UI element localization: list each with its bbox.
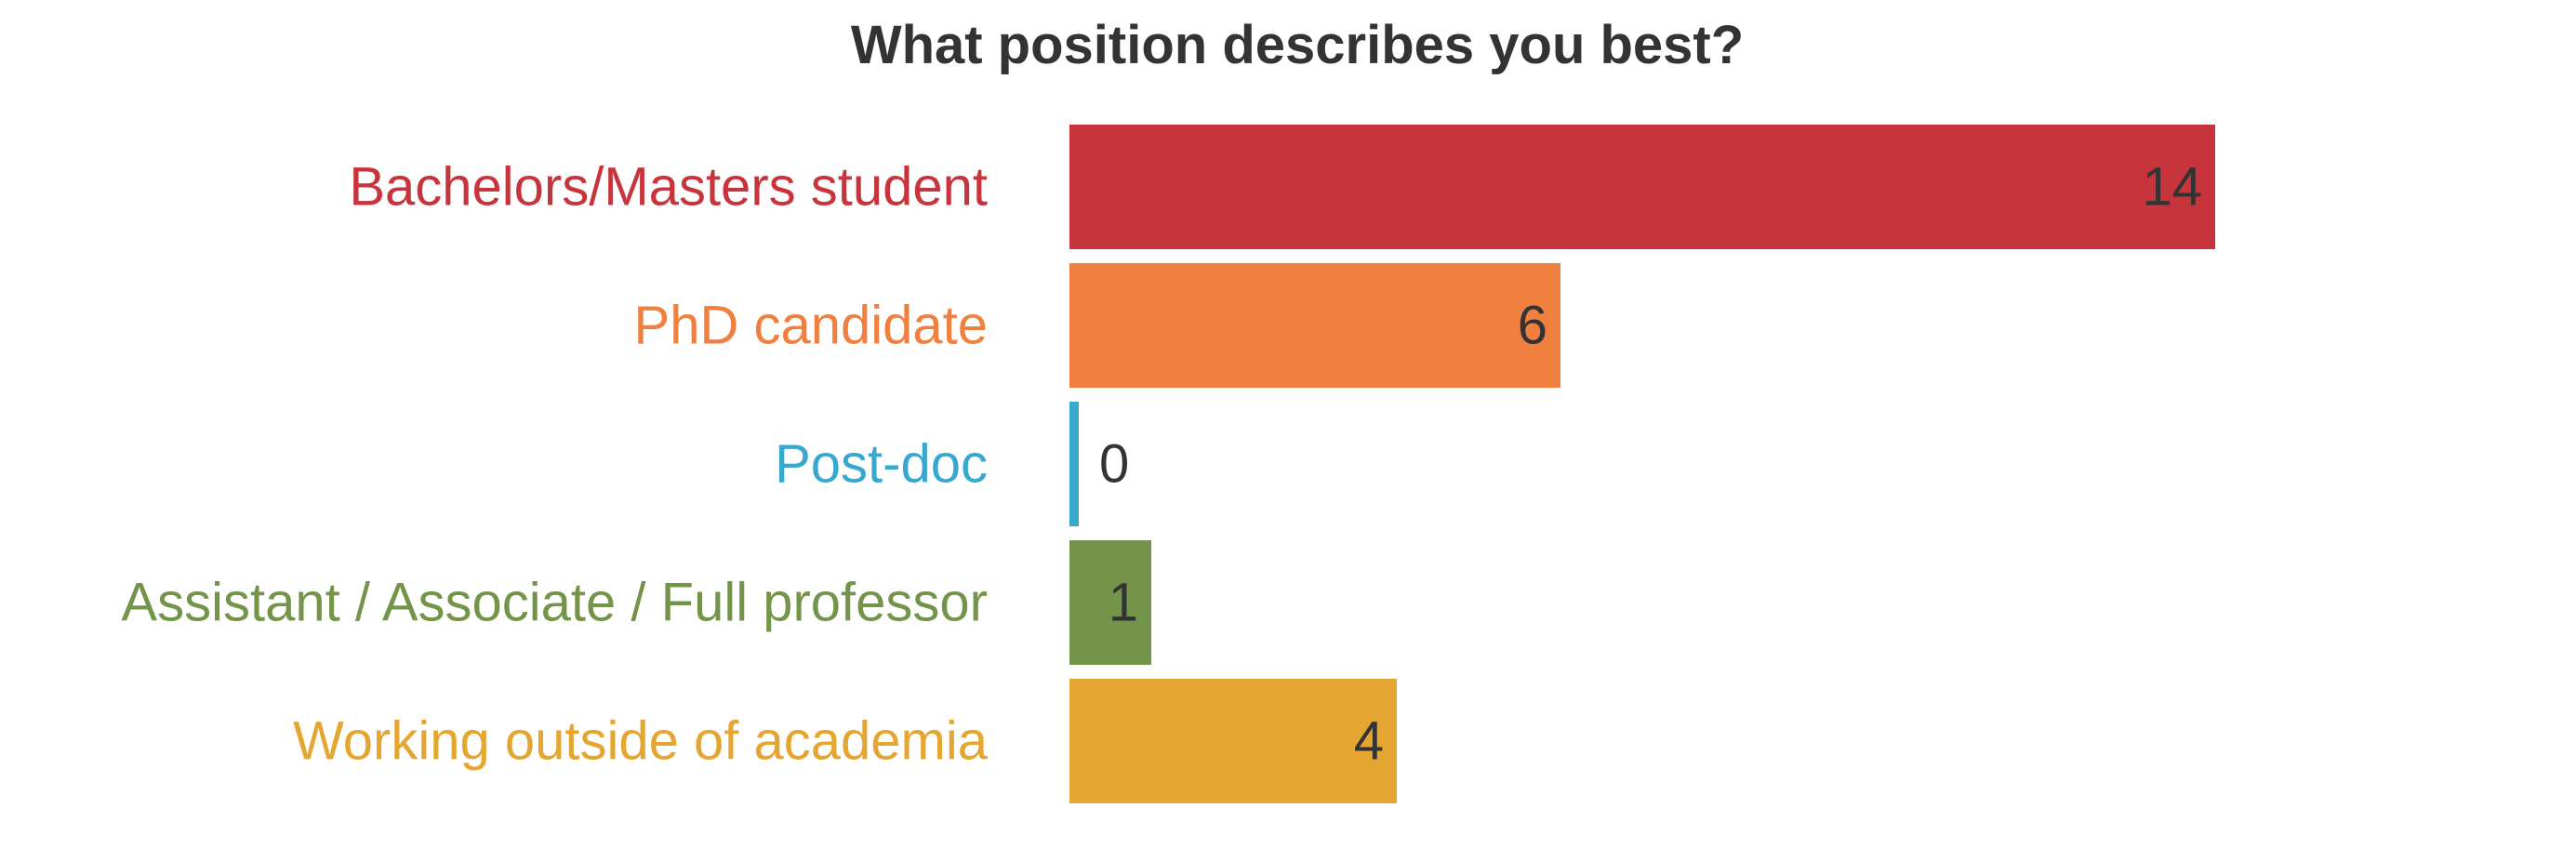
value-label-0: 14 — [2142, 157, 2202, 218]
bar-2 — [1069, 402, 1079, 526]
category-label-1: PhD candidate — [634, 296, 988, 356]
value-label-3: 1 — [1109, 573, 1138, 633]
category-label-0: Bachelors/Masters student — [349, 157, 988, 218]
value-label-4: 4 — [1354, 711, 1384, 772]
bar-0 — [1069, 125, 2215, 249]
bar-1 — [1069, 263, 1560, 388]
value-label-1: 6 — [1518, 296, 1547, 356]
bar-4 — [1069, 679, 1397, 803]
category-label-4: Working outside of academia — [293, 711, 989, 772]
category-label-3: Assistant / Associate / Full professor — [121, 573, 988, 633]
category-label-2: Post-doc — [775, 434, 988, 495]
value-label-2: 0 — [1099, 434, 1129, 495]
bar-3 — [1069, 540, 1151, 665]
chart-title: What position describes you best? — [851, 15, 1744, 75]
